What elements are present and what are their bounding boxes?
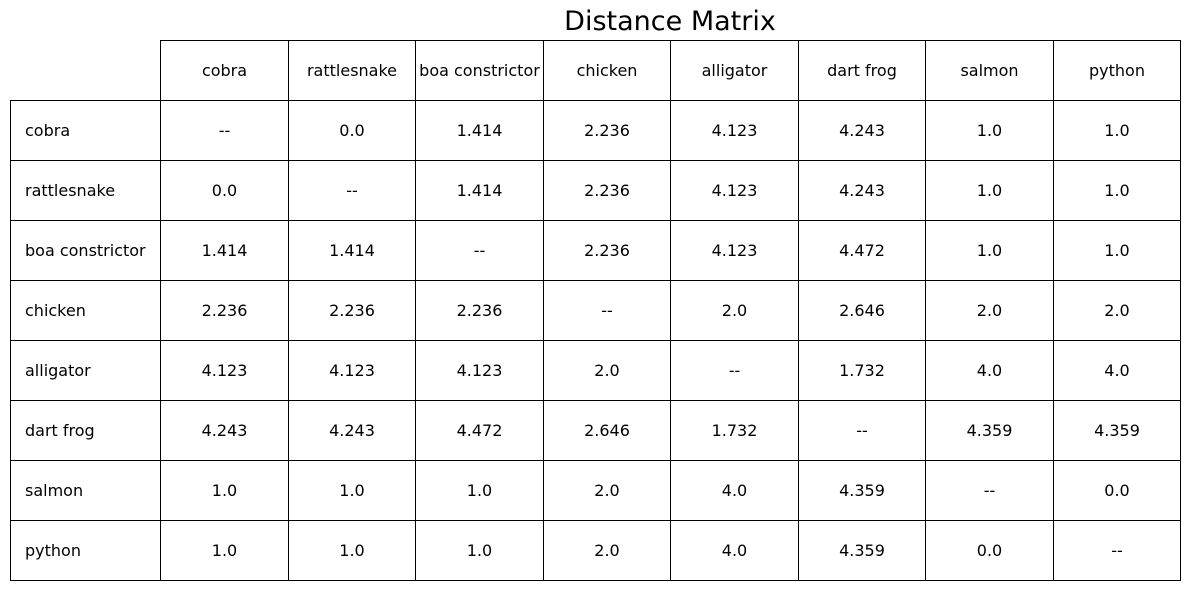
table-cell: 0.0 xyxy=(925,520,1054,581)
table-cell: -- xyxy=(925,460,1054,521)
table-cell: -- xyxy=(543,280,671,341)
table-cell: 1.0 xyxy=(925,100,1054,161)
table-cell: 4.359 xyxy=(798,520,926,581)
table-cell: 0.0 xyxy=(1053,460,1181,521)
table-cell: 2.0 xyxy=(543,460,671,521)
table-cell: 4.243 xyxy=(288,400,416,461)
table-cell: 1.0 xyxy=(415,520,544,581)
row-header: cobra xyxy=(10,100,161,161)
table-cell: -- xyxy=(288,160,416,221)
table-cell: -- xyxy=(1053,520,1181,581)
table-cell: 2.646 xyxy=(798,280,926,341)
table-cell: 4.0 xyxy=(925,340,1054,401)
table-cell: 2.0 xyxy=(543,340,671,401)
table-cell: 0.0 xyxy=(288,100,416,161)
table-cell: 4.243 xyxy=(798,100,926,161)
table-cell: 2.236 xyxy=(415,280,544,341)
table-cell: 4.243 xyxy=(160,400,289,461)
table-cell: 4.0 xyxy=(670,520,799,581)
row-header: python xyxy=(10,520,161,581)
column-header: salmon xyxy=(925,40,1054,101)
table-cell: 4.359 xyxy=(1053,400,1181,461)
table-cell: 4.359 xyxy=(798,460,926,521)
table-cell: 1.414 xyxy=(415,160,544,221)
table-cell: -- xyxy=(415,220,544,281)
table-cell: 1.414 xyxy=(160,220,289,281)
table-cell: -- xyxy=(798,400,926,461)
row-header: salmon xyxy=(10,460,161,521)
table-cell: 1.0 xyxy=(160,520,289,581)
table-cell: 2.0 xyxy=(670,280,799,341)
row-header: dart frog xyxy=(10,400,161,461)
table-cell: 1.0 xyxy=(288,460,416,521)
table-cell: 4.0 xyxy=(1053,340,1181,401)
table-cell: 4.123 xyxy=(670,100,799,161)
table-cell: 1.0 xyxy=(1053,220,1181,281)
table-cell: 1.0 xyxy=(925,160,1054,221)
column-header: cobra xyxy=(160,40,289,101)
table-cell: 4.123 xyxy=(670,220,799,281)
table-cell: 1.0 xyxy=(415,460,544,521)
table-cell: 2.0 xyxy=(925,280,1054,341)
column-header: rattlesnake xyxy=(288,40,416,101)
table-cell: 1.414 xyxy=(415,100,544,161)
table-cell: 2.236 xyxy=(543,100,671,161)
row-header: boa constrictor xyxy=(10,220,161,281)
table-cell: 1.732 xyxy=(670,400,799,461)
table-cell: -- xyxy=(160,100,289,161)
table-cell: 2.0 xyxy=(543,520,671,581)
row-header: chicken xyxy=(10,280,161,341)
table-cell: 4.472 xyxy=(798,220,926,281)
chart-title: Distance Matrix xyxy=(564,6,776,37)
table-cell: 4.243 xyxy=(798,160,926,221)
table-cell: 4.359 xyxy=(925,400,1054,461)
table-cell: 1.0 xyxy=(1053,160,1181,221)
table-cell: 1.414 xyxy=(288,220,416,281)
table-cell: 1.0 xyxy=(288,520,416,581)
table-cell: 1.0 xyxy=(160,460,289,521)
table-cell: 4.0 xyxy=(670,460,799,521)
table-cell: 2.236 xyxy=(288,280,416,341)
table-cell: 1.732 xyxy=(798,340,926,401)
column-header: boa constrictor xyxy=(415,40,544,101)
table-cell: 0.0 xyxy=(160,160,289,221)
table-cell: 2.646 xyxy=(543,400,671,461)
table-cell: 4.123 xyxy=(288,340,416,401)
table-cell: 4.123 xyxy=(415,340,544,401)
row-header: alligator xyxy=(10,340,161,401)
table-cell: 4.123 xyxy=(670,160,799,221)
table-cell: 4.123 xyxy=(160,340,289,401)
column-header: chicken xyxy=(543,40,671,101)
row-header: rattlesnake xyxy=(10,160,161,221)
column-header: python xyxy=(1053,40,1181,101)
column-header: dart frog xyxy=(798,40,926,101)
table-cell: 4.472 xyxy=(415,400,544,461)
column-header: alligator xyxy=(670,40,799,101)
table-cell: 2.236 xyxy=(543,160,671,221)
table-cell: -- xyxy=(670,340,799,401)
table-cell: 1.0 xyxy=(925,220,1054,281)
table-cell: 2.236 xyxy=(543,220,671,281)
table-cell: 2.0 xyxy=(1053,280,1181,341)
table-cell: 2.236 xyxy=(160,280,289,341)
table-cell: 1.0 xyxy=(1053,100,1181,161)
